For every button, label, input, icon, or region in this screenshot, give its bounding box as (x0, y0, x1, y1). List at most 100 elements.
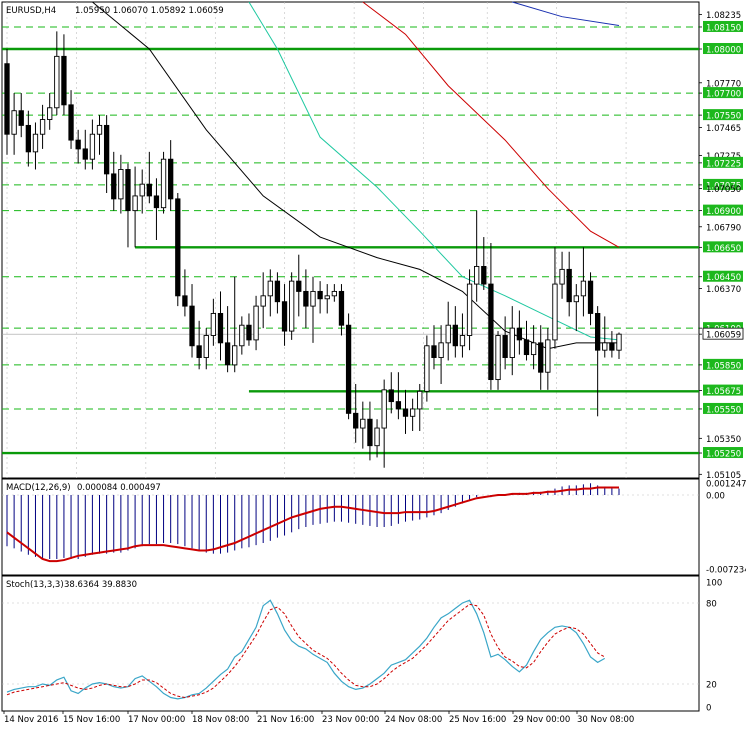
candle (538, 325, 544, 390)
stochastic-axis-label: 100 (706, 579, 722, 589)
price-axis-label: 1.07075 (699, 178, 743, 191)
candle (402, 389, 409, 434)
svg-text:1.05550: 1.05550 (706, 405, 741, 415)
candle (18, 93, 24, 138)
macd-axis-label: -0.007234 (706, 566, 746, 576)
macd-signal-line (6, 486, 619, 563)
moving-averages (92, 1, 620, 350)
candle (175, 192, 181, 307)
price-axis-label: 1.06650 (699, 241, 743, 254)
candle (4, 49, 10, 155)
candle (353, 383, 359, 443)
macd-panel[interactable]: MACD(12,26,9) 0.000084 0.000497 (1, 478, 700, 576)
candle (616, 332, 622, 359)
candle (381, 379, 387, 468)
candle (39, 104, 46, 149)
candle (474, 210, 480, 302)
candle (189, 284, 195, 358)
candle (239, 316, 245, 355)
time-axis-label: 24 Nov 08:00 (385, 715, 442, 725)
candles (4, 31, 622, 468)
candle (488, 242, 494, 390)
candle (459, 313, 466, 358)
ohlc-values: 1.05950 1.06070 1.05892 1.06059 (75, 6, 224, 16)
candle (153, 178, 160, 240)
candle (111, 151, 117, 211)
candle (139, 169, 145, 214)
candle (103, 115, 110, 193)
candle (502, 316, 508, 370)
price-axis-label: 1.07550 (699, 109, 743, 122)
price-axis-label: 1.06900 (699, 204, 743, 217)
candle (324, 284, 330, 314)
price-axis-label: 1.05850 (699, 358, 743, 371)
candle (146, 151, 152, 204)
candle (573, 284, 579, 332)
candle (602, 316, 608, 358)
macd-axis: 0.001247 0.00 -0.007234 (706, 480, 746, 576)
candle (338, 284, 345, 336)
price-axis-label: 1.06370 (699, 285, 741, 295)
svg-text:1.07550: 1.07550 (706, 112, 741, 122)
candle (160, 151, 167, 214)
candle (388, 372, 394, 414)
candle (395, 372, 402, 420)
price-panel[interactable]: EURUSD,H4 1.05950 1.06070 1.05892 1.0605… (1, 1, 700, 479)
candle (253, 295, 259, 351)
stochastic-grid (2, 602, 699, 685)
candle (281, 284, 288, 346)
candle (424, 335, 430, 402)
svg-text:1.06650: 1.06650 (706, 244, 741, 254)
candle (274, 272, 281, 314)
svg-text:1.07770: 1.07770 (706, 79, 741, 89)
stoch-name: Stoch(13,3,3) (6, 580, 64, 590)
candle (566, 251, 572, 317)
svg-text:1.05105: 1.05105 (706, 471, 741, 481)
svg-text:1.07075: 1.07075 (706, 181, 741, 191)
stochastic-lines (6, 599, 606, 700)
time-axis-label: 30 Nov 08:00 (577, 715, 634, 725)
candle (75, 129, 81, 164)
candle (210, 298, 217, 346)
candle (89, 119, 96, 170)
candle (431, 325, 437, 370)
symbol-name: EURUSD,H4 (6, 6, 56, 16)
candle (559, 251, 565, 299)
candle (445, 301, 451, 361)
candle (360, 401, 366, 449)
svg-text:1.05675: 1.05675 (706, 387, 741, 397)
svg-text:1.08235: 1.08235 (706, 11, 741, 21)
stochastic-signal-line (6, 603, 606, 699)
moving-average-line (512, 1, 620, 27)
svg-text:1.06450: 1.06450 (706, 273, 741, 283)
price-grid (6, 2, 627, 478)
price-axis-label: 1.05675 (699, 384, 743, 397)
candle (61, 34, 67, 116)
price-axis-label: 1.08000 (699, 43, 743, 56)
candle (345, 313, 352, 420)
macd-values: 0.000084 0.000497 (77, 483, 161, 493)
price-axis-label: 1.05350 (699, 435, 741, 445)
candle (303, 269, 309, 329)
price-axis-label: 1.07225 (699, 156, 743, 169)
candle (530, 325, 537, 370)
svg-text:1.06790: 1.06790 (706, 223, 741, 233)
price-axis-label: 1.06059 (699, 327, 744, 341)
candle (516, 310, 523, 355)
time-axis-label: 18 Nov 08:00 (192, 715, 249, 725)
candle (495, 331, 501, 390)
stochastic-panel[interactable]: Stoch(13,3,3) 38.6364 39.8830 (1, 575, 700, 712)
candle (217, 291, 224, 361)
candle (552, 247, 558, 349)
candle (374, 419, 380, 458)
candle (47, 93, 53, 130)
candle (310, 276, 316, 343)
time-axis-label: 29 Nov 00:00 (513, 715, 570, 725)
candle (32, 122, 39, 170)
candle (438, 325, 444, 384)
time-axis-label: 15 Nov 16:00 (63, 715, 120, 725)
candle (25, 110, 31, 167)
time-axis: 14 Nov 2016 15 Nov 16:00 17 Nov 00:00 18 No… (3, 711, 634, 725)
